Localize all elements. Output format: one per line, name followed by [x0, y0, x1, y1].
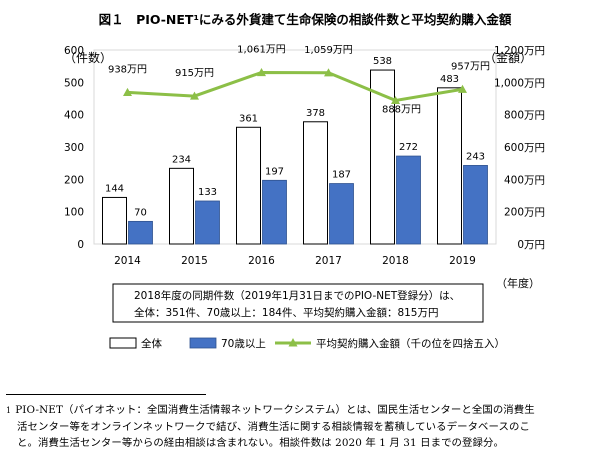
- footnote-divider: [6, 394, 206, 395]
- line-marker: [123, 87, 132, 96]
- x-tick-label: 2016: [248, 255, 275, 267]
- data-label-total: 538: [373, 56, 392, 67]
- data-label-70plus: 187: [332, 170, 351, 181]
- chart-title: 図１ PIO-NET¹にみる外貨建て生命保険の相談件数と平均契約購入金額: [99, 12, 512, 27]
- legend-label-70plus: 70歳以上: [221, 338, 266, 350]
- bar-total: [169, 167, 194, 245]
- x-axis-ticks: 2014 2015 2016 2017 2018 2019: [114, 255, 476, 267]
- footnote-line-3: と。消費生活センター等からの経由相談は含まれない。相談件数は 2020 年 1 …: [17, 437, 505, 449]
- data-label-total: 483: [440, 74, 459, 85]
- legend-marker-avg-amount: [288, 338, 298, 347]
- data-label-70plus: 243: [466, 151, 485, 162]
- bar-total: [303, 121, 328, 245]
- line-marker: [257, 67, 266, 77]
- y-left-tick-label: 600: [64, 45, 84, 57]
- bar-total: [437, 87, 462, 245]
- y-axis-right-ticks: 0万円 200万円 400万円 600万円 800万円 1,000万円 1,200万円: [494, 45, 545, 251]
- data-label-avg-amount: 1,059万円: [304, 45, 353, 56]
- y-right-tick-label: 200万円: [504, 207, 545, 219]
- y-left-tick-label: 500: [64, 77, 84, 89]
- y-left-tick-label: 0: [77, 239, 84, 251]
- bar-70plus: [195, 200, 220, 245]
- y-right-tick-label: 800万円: [504, 110, 545, 122]
- y-left-tick-label: 100: [64, 207, 84, 219]
- x-tick-label: 2015: [181, 255, 208, 267]
- footnote-line-2: 活センター等をオンラインネットワークで結び、消費生活に関する相談情報を蓄積してい…: [17, 421, 530, 433]
- data-label-70plus: 133: [198, 187, 217, 198]
- bar-70plus: [396, 155, 421, 245]
- bar-70plus: [329, 183, 354, 245]
- x-tick-label: 2018: [382, 255, 409, 267]
- legend-swatch-70plus: [189, 337, 217, 349]
- bar-total: [236, 126, 261, 245]
- y-right-tick-label: 1,000万円: [494, 77, 545, 89]
- data-label-total: 144: [105, 183, 124, 194]
- annotation-box: [112, 283, 484, 323]
- y-axis-left-ticks: 0 100 200 300 400 500 600: [64, 45, 84, 251]
- data-label-total: 361: [239, 113, 258, 124]
- y-left-tick-label: 300: [64, 142, 84, 154]
- x-tick-label: 2019: [449, 255, 476, 267]
- line-series: [123, 67, 467, 105]
- annotation-line-1: 2018年度の同期件数（2019年1月31日までのPIO-NET登録分）は、: [134, 289, 460, 302]
- line-marker: [458, 84, 467, 93]
- y-axis-left-label: （件数）: [64, 50, 112, 65]
- data-label-total: 378: [306, 108, 325, 119]
- line-marker: [391, 95, 400, 105]
- x-tick-label: 2014: [114, 255, 141, 267]
- data-label-70plus: 70: [134, 207, 147, 218]
- y-left-tick-label: 400: [64, 110, 84, 122]
- line-marker: [190, 91, 199, 100]
- bar-70plus: [262, 179, 287, 245]
- line-marker: [324, 68, 333, 77]
- y-right-tick-label: 1,200万円: [494, 45, 545, 57]
- bar-70plus: [128, 220, 153, 245]
- footnote: 1 PIO-NET（パイオネット：全国消費生活情報ネットワークシステム）とは、国民…: [6, 402, 606, 451]
- footnote-line-1: 1 PIO-NET（パイオネット：全国消費生活情報ネットワークシステム）とは、国民…: [6, 404, 535, 416]
- footnote-mark: 1: [6, 406, 12, 415]
- legend-swatch-total: [109, 337, 137, 349]
- y-axis-right-label: （金額）: [484, 50, 532, 65]
- plot-frame: [93, 49, 497, 245]
- y-right-tick-label: 400万円: [504, 174, 545, 186]
- legend: 全体 70歳以上 平均契約購入金額（千の位を四捨五入）: [109, 337, 505, 350]
- bar-total: [102, 196, 127, 245]
- data-label-avg-amount: 915万円: [175, 68, 214, 79]
- y-left-tick-label: 200: [64, 174, 84, 186]
- data-label-avg-amount: 1,061万円: [237, 44, 286, 55]
- line-avg-amount: [127, 70, 463, 102]
- bar-70plus: [463, 165, 488, 245]
- data-label-70plus: 272: [399, 142, 418, 153]
- legend-label-avg-amount: 平均契約購入金額（千の位を四捨五入）: [316, 337, 505, 350]
- data-label-avg-amount: 888万円: [382, 104, 421, 115]
- y-right-tick-label: 0万円: [517, 239, 545, 251]
- data-label-total: 234: [172, 154, 191, 165]
- y-right-tick-label: 600万円: [504, 142, 545, 154]
- data-labels: 144 70 234 133 361 197 378 187 538 272 483 243 938万円…: [105, 44, 490, 218]
- x-tick-label: 2017: [315, 255, 342, 267]
- x-axis-label: （年度）: [496, 276, 540, 290]
- data-label-avg-amount: 938万円: [108, 64, 147, 75]
- legend-label-total: 全体: [141, 337, 162, 350]
- data-label-avg-amount: 957万円: [451, 61, 490, 72]
- annotation-line-2: 全体：351件、70歳以上：184件、平均契約購入金額：815万円: [134, 306, 438, 319]
- data-label-70plus: 197: [265, 166, 284, 177]
